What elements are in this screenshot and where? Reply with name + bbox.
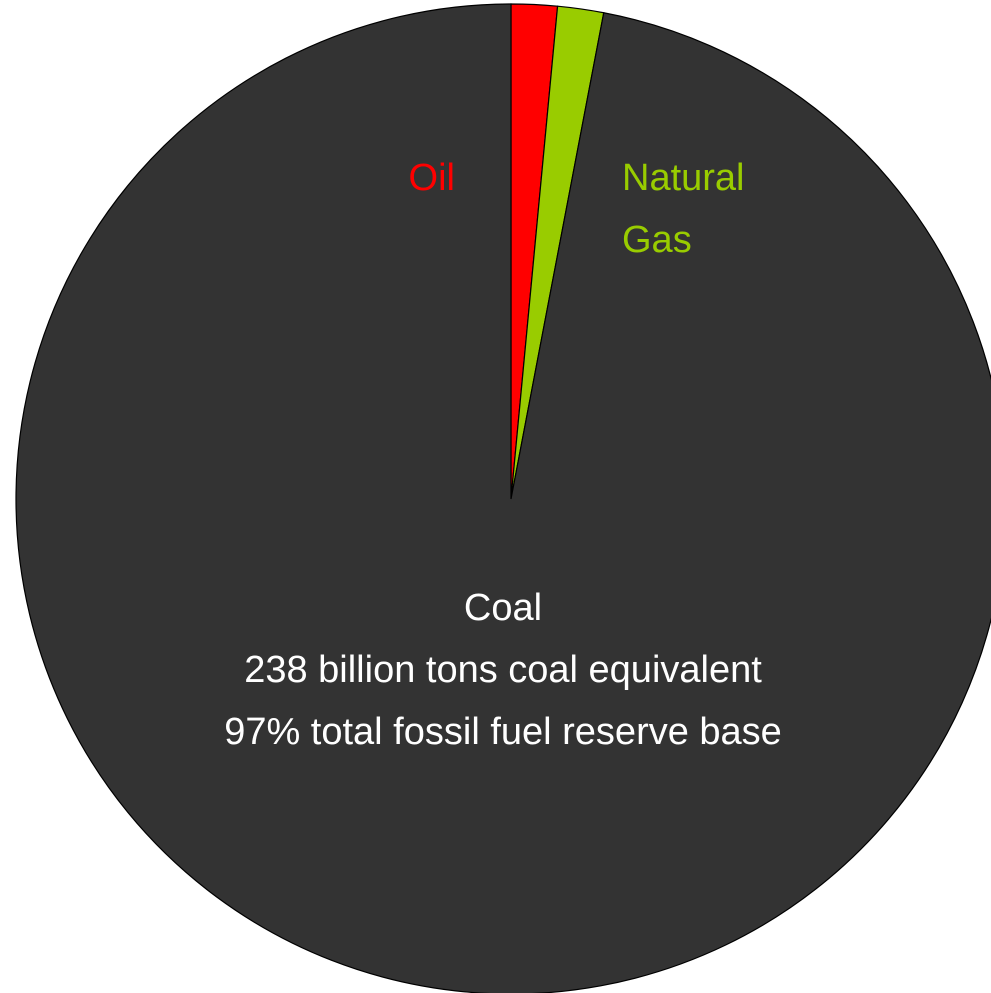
slice-label: Gas <box>622 219 692 261</box>
slice-label: Natural <box>622 157 745 199</box>
slice-label: Coal <box>464 587 542 629</box>
slice-label: Oil <box>409 157 455 199</box>
slice-label: 238 billion tons coal equivalent <box>244 649 762 691</box>
pie-slice <box>15 3 991 993</box>
slice-label: 97% total fossil fuel reserve base <box>224 711 782 753</box>
